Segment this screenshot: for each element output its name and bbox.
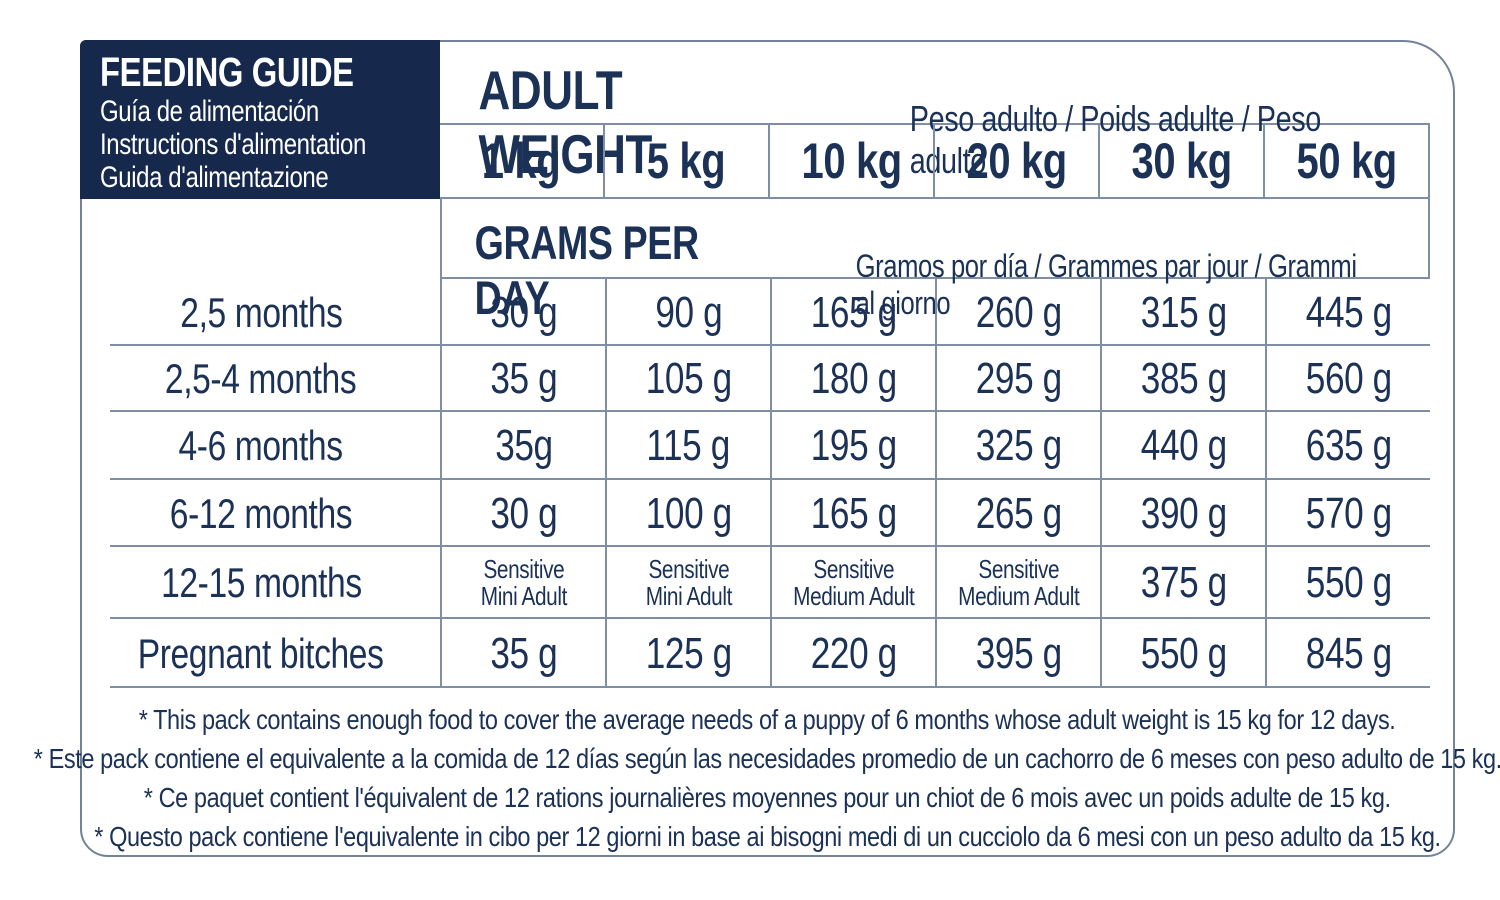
- table-cell: 180 g: [770, 346, 935, 412]
- row-divider: [110, 686, 1430, 688]
- table-row-2-5-months: 2,5 months 30 g 90 g 165 g 260 g 315 g 4…: [82, 279, 1430, 346]
- weight-column-1kg: 1 kg: [482, 133, 561, 189]
- weight-column-5kg: 5 kg: [603, 125, 768, 197]
- row-label: 4-6 months: [178, 422, 344, 469]
- feeding-guide-subtitle-fr: Instructions d'alimentation: [100, 128, 366, 161]
- grams-per-day-title: GRAMS PER DAY: [474, 216, 700, 324]
- row-divider: [110, 344, 1430, 346]
- grams-per-day-header: GRAMS PER DAY Gramos por día / Grammes p…: [440, 199, 1430, 324]
- footnote-fr: * Ce paquet contient l'équivalent de 12 …: [144, 781, 1391, 813]
- table-cell: 315 g: [1100, 279, 1265, 346]
- feeding-guide-subtitle-it: Guida d'alimentazione: [100, 161, 329, 194]
- table-cell: Sensitive Medium Adult: [935, 547, 1100, 619]
- row-divider: [110, 410, 1430, 412]
- label-border-frame: FEEDING GUIDE Guía de alimentación Instr…: [33, 40, 1500, 857]
- table-cell: 390 g: [1100, 480, 1265, 547]
- row-label: Pregnant bitches: [138, 629, 384, 677]
- weight-column-30kg: 30 kg: [1098, 125, 1263, 197]
- table-row-12-15-months: 12-15 months Sensitive Mini Adult Sensit…: [82, 547, 1430, 619]
- table-cell: 385 g: [1100, 346, 1265, 412]
- table-cell: 30 g: [440, 480, 605, 547]
- row-divider: [110, 545, 1430, 547]
- row-divider: [110, 478, 1430, 480]
- table-cell: 125 g: [605, 619, 770, 688]
- adult-weight-header: ADULT WEIGHT Peso adulto / Poids adulte …: [440, 42, 1430, 185]
- table-cell: 550 g: [1100, 619, 1265, 688]
- feeding-guide-title: FEEDING GUIDE: [100, 49, 354, 95]
- table-cell: 550 g: [1265, 547, 1430, 619]
- table-cell: Sensitive Medium Adult: [770, 547, 935, 619]
- adult-weight-subtitle: Peso adulto / Poids adulte / Peso adulto: [910, 98, 1322, 181]
- table-cell: 90 g: [605, 279, 770, 346]
- footnote-es: * Este pack contiene el equivalente a la…: [33, 742, 1500, 774]
- table-cell: 100 g: [605, 480, 770, 547]
- row-label: 12-15 months: [160, 559, 362, 606]
- table-cell: 165 g: [770, 279, 935, 346]
- table-cell: 165 g: [770, 480, 935, 547]
- feeding-guide-panel: FEEDING GUIDE Guía de alimentación Instr…: [80, 40, 440, 199]
- table-cell: 445 g: [1265, 279, 1430, 346]
- table-cell: 635 g: [1265, 412, 1430, 480]
- weight-column-50kg: 50 kg: [1263, 125, 1428, 197]
- table-cell: 195 g: [770, 412, 935, 480]
- table-cell: 105 g: [605, 346, 770, 412]
- table-row-pregnant-bitches: Pregnant bitches 35 g 125 g 220 g 395 g …: [82, 619, 1430, 688]
- adult-weight-title: ADULT WEIGHT: [478, 59, 653, 185]
- grams-per-day-subtitle: Gramos por día / Grammes par jour / Gram…: [855, 248, 1357, 321]
- footnote-en: * This pack contains enough food to cove…: [139, 703, 1396, 735]
- table-cell: 325 g: [935, 412, 1100, 480]
- weight-columns-row: 1 kg 5 kg 10 kg 20 kg 30 kg 50 kg: [440, 125, 1430, 199]
- table-cell: 845 g: [1265, 619, 1430, 688]
- table-cell: 295 g: [935, 346, 1100, 412]
- row-label: 6-12 months: [169, 489, 353, 537]
- table-cell: 220 g: [770, 619, 935, 688]
- table-row-4-6-months: 4-6 months 35g 115 g 195 g 325 g 440 g 6…: [82, 412, 1430, 480]
- table-cell: 30 g: [440, 279, 605, 346]
- footnotes: * This pack contains enough food to cove…: [33, 690, 1500, 856]
- weight-column-20kg: 20 kg: [933, 125, 1098, 197]
- row-label: 2,5-4 months: [165, 355, 357, 402]
- table-cell: 560 g: [1265, 346, 1430, 412]
- table-cell: 395 g: [935, 619, 1100, 688]
- footnote-it: * Questo pack contiene l'equivalente in …: [94, 820, 1441, 852]
- table-row-2-5-4-months: 2,5-4 months 35 g 105 g 180 g 295 g 385 …: [82, 346, 1430, 412]
- row-divider: [110, 617, 1430, 619]
- table-cell: 440 g: [1100, 412, 1265, 480]
- weight-column-10kg: 10 kg: [768, 125, 933, 197]
- row-label: 2,5 months: [179, 288, 343, 336]
- table-cell: 35g: [440, 412, 605, 480]
- table-cell: 570 g: [1265, 480, 1430, 547]
- table-cell: Sensitive Mini Adult: [440, 547, 605, 619]
- table-cell: 35 g: [440, 346, 605, 412]
- table-cell: 375 g: [1100, 547, 1265, 619]
- feeding-guide-subtitle-es: Guía de alimentación: [100, 95, 319, 128]
- table-cell: 115 g: [605, 412, 770, 480]
- table-cell: 260 g: [935, 279, 1100, 346]
- table-cell: Sensitive Mini Adult: [605, 547, 770, 619]
- feeding-table-body: 2,5 months 30 g 90 g 165 g 260 g 315 g 4…: [82, 279, 1430, 688]
- table-cell: 265 g: [935, 480, 1100, 547]
- table-cell: 35 g: [440, 619, 605, 688]
- table-row-6-12-months: 6-12 months 30 g 100 g 165 g 265 g 390 g…: [82, 480, 1430, 547]
